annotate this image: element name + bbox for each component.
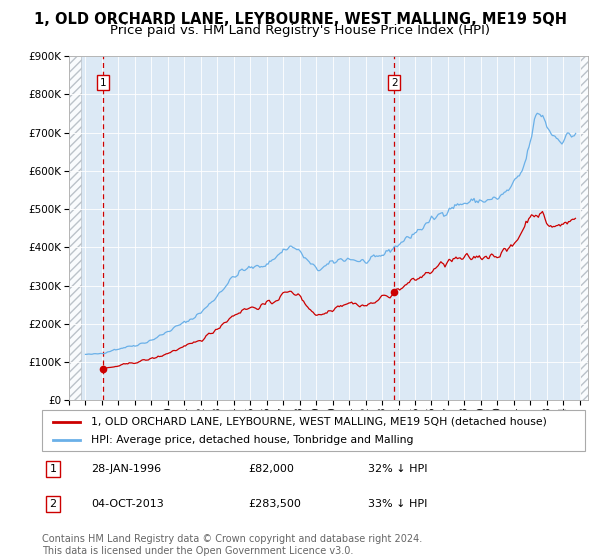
Text: 32% ↓ HPI: 32% ↓ HPI (368, 464, 427, 474)
Text: Price paid vs. HM Land Registry's House Price Index (HPI): Price paid vs. HM Land Registry's House … (110, 24, 490, 36)
Text: 04-OCT-2013: 04-OCT-2013 (91, 499, 164, 509)
Text: 1: 1 (49, 464, 56, 474)
Text: HPI: Average price, detached house, Tonbridge and Malling: HPI: Average price, detached house, Tonb… (91, 435, 413, 445)
Text: 1, OLD ORCHARD LANE, LEYBOURNE, WEST MALLING, ME19 5QH (detached house): 1, OLD ORCHARD LANE, LEYBOURNE, WEST MAL… (91, 417, 547, 427)
Bar (69, 56, 82, 400)
Text: 33% ↓ HPI: 33% ↓ HPI (368, 499, 427, 509)
Bar (580, 56, 588, 400)
Text: Contains HM Land Registry data © Crown copyright and database right 2024.
This d: Contains HM Land Registry data © Crown c… (42, 534, 422, 556)
Text: £283,500: £283,500 (248, 499, 301, 509)
Text: 1, OLD ORCHARD LANE, LEYBOURNE, WEST MALLING, ME19 5QH: 1, OLD ORCHARD LANE, LEYBOURNE, WEST MAL… (34, 12, 566, 27)
Text: 2: 2 (391, 78, 398, 88)
Text: 1: 1 (100, 78, 106, 88)
Text: 2: 2 (49, 499, 56, 509)
FancyBboxPatch shape (42, 410, 585, 451)
Text: £82,000: £82,000 (248, 464, 294, 474)
Text: 28-JAN-1996: 28-JAN-1996 (91, 464, 161, 474)
